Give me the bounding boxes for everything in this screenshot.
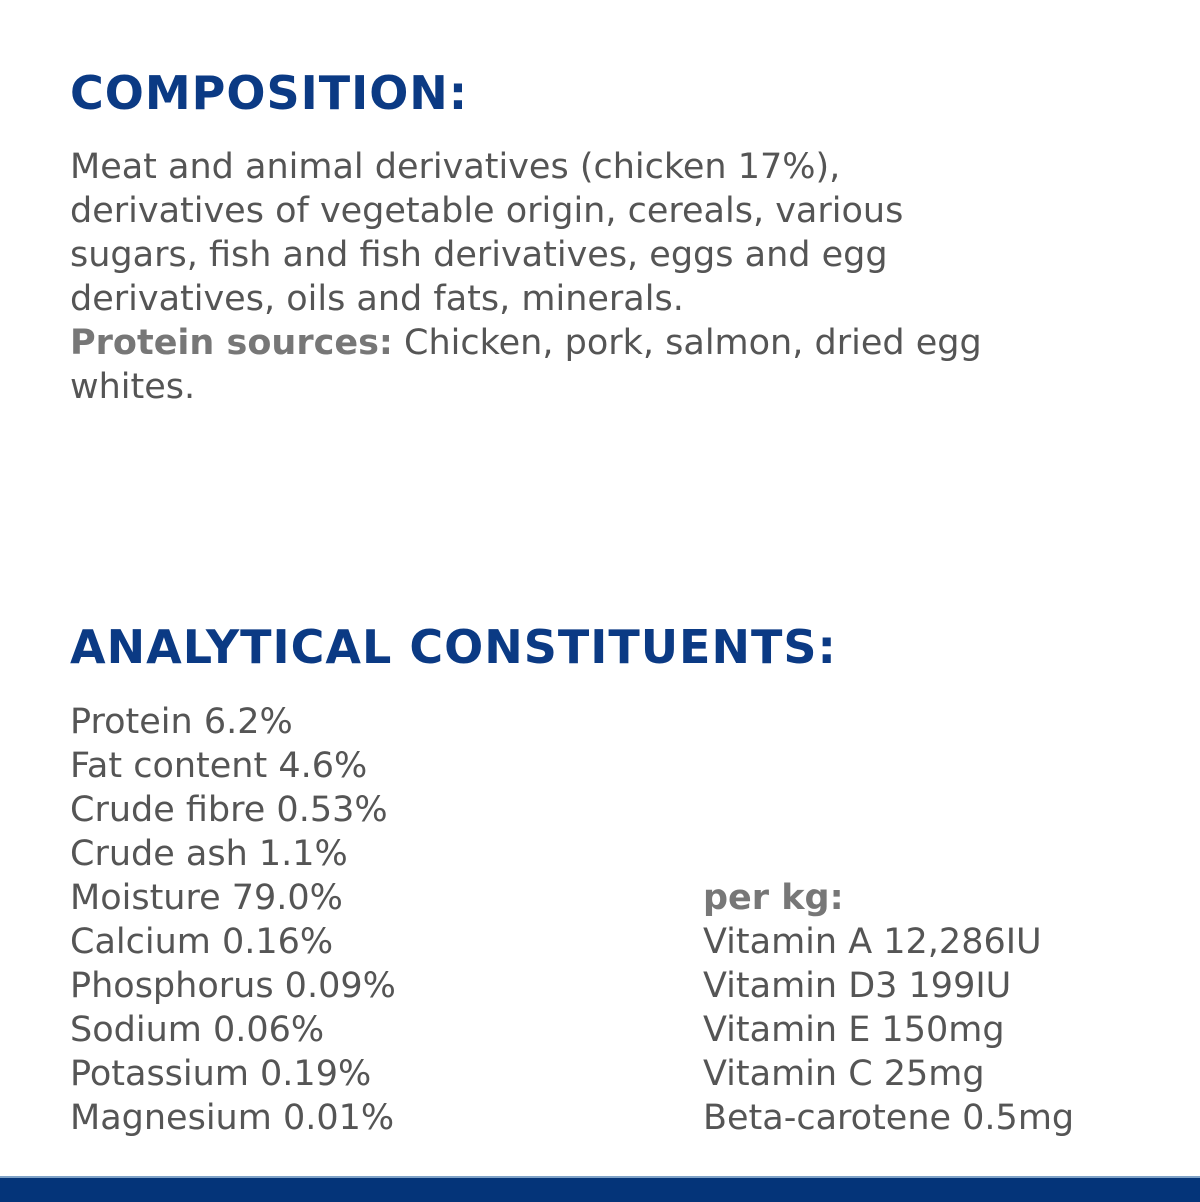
composition-heading: COMPOSITION: (70, 66, 469, 120)
composition-text: Meat and animal derivatives (chicken 17%… (70, 145, 982, 409)
per-kg-label: per kg: (703, 878, 844, 918)
composition-line: Meat and animal derivatives (chicken 17%… (70, 147, 841, 187)
per-kg-item: Vitamin D3 199IU (703, 966, 1012, 1006)
constituent-item: Crude ash 1.1% (70, 834, 348, 874)
per-kg-item: Vitamin A 12,286IU (703, 922, 1042, 962)
composition-line: derivatives, oils and fats, minerals. (70, 279, 684, 319)
constituent-item: Sodium 0.06% (70, 1010, 325, 1050)
constituent-item: Magnesium 0.01% (70, 1098, 395, 1138)
constituent-item: Calcium 0.16% (70, 922, 334, 962)
constituent-item: Moisture 79.0% (70, 878, 343, 918)
per-kg-item: Vitamin C 25mg (703, 1054, 985, 1094)
per-kg-item: Vitamin E 150mg (703, 1010, 1005, 1050)
protein-sources-value: Chicken, pork, salmon, dried egg (392, 323, 982, 363)
per-kg-item: Beta-carotene 0.5mg (703, 1098, 1075, 1138)
constituent-item: Crude fibre 0.53% (70, 790, 388, 830)
constituent-item: Phosphorus 0.09% (70, 966, 396, 1006)
protein-sources: Protein sources: Chicken, pork, salmon, … (70, 321, 982, 365)
composition-line: derivatives of vegetable origin, cereals… (70, 191, 904, 231)
composition-line: sugars, fish and fish derivatives, eggs … (70, 235, 888, 275)
protein-sources-continued: whites. (70, 367, 196, 407)
footer-bar (0, 1176, 1200, 1202)
constituent-item: Protein 6.2% (70, 702, 293, 742)
analytical-heading: ANALYTICAL CONSTITUENTS: (70, 620, 837, 674)
per-kg-list: per kg: Vitamin A 12,286IU Vitamin D3 19… (703, 876, 1074, 1140)
constituent-item: Potassium 0.19% (70, 1054, 372, 1094)
constituents-list: Protein 6.2% Fat content 4.6% Crude fibr… (70, 700, 396, 1140)
protein-sources-label: Protein sources: (70, 323, 393, 363)
constituent-item: Fat content 4.6% (70, 746, 368, 786)
